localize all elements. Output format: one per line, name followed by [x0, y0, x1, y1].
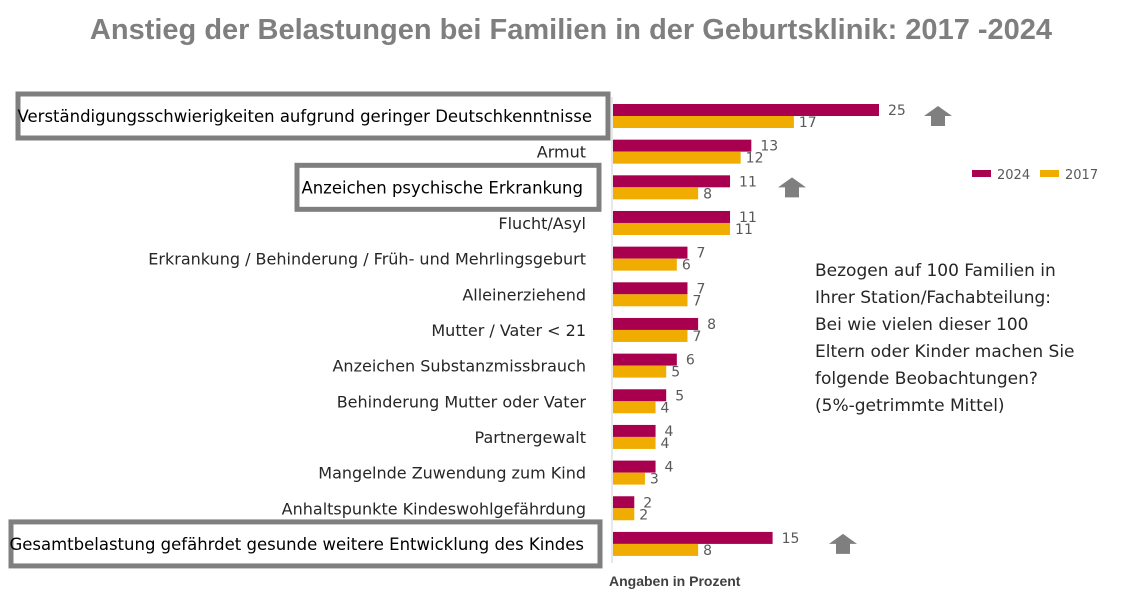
bar-2024 [613, 389, 667, 402]
data-label: 4 [661, 436, 670, 452]
data-label: 4 [665, 424, 674, 440]
bar-2017 [613, 472, 645, 485]
category-label: Mangelnde Zuwendung zum Kind [318, 464, 586, 483]
data-label: 5 [675, 388, 684, 404]
data-label: 6 [686, 353, 695, 369]
data-label: 7 [696, 281, 705, 297]
category-label: Partnergewalt [475, 428, 586, 447]
x-axis-label: Angaben in Prozent [609, 573, 741, 589]
data-label: 7 [692, 293, 701, 309]
bar-2017 [613, 187, 699, 200]
bar-2024 [613, 282, 688, 295]
category-label: Erkrankung / Behinderung / Früh- und Meh… [148, 250, 586, 269]
increase-arrow-icon [778, 177, 806, 198]
legend-swatch-2017 [1040, 170, 1059, 177]
bar-2017 [613, 508, 635, 521]
data-label: 13 [760, 139, 778, 155]
annotation-line: (5%-getrimmte Mittel) [815, 396, 1005, 416]
annotation-line: Eltern oder Kinder machen Sie [815, 342, 1075, 362]
increase-arrow-icon [829, 533, 857, 554]
chart-annotation: Bezogen auf 100 Familien in Ihrer Statio… [815, 258, 1075, 420]
category-label: Alleinerziehend [462, 285, 586, 304]
data-label: 3 [650, 472, 659, 488]
category-label: Behinderung Mutter oder Vater [337, 392, 587, 411]
data-label: 5 [671, 365, 680, 381]
highlight-box [294, 162, 602, 212]
legend-swatch-2024 [972, 170, 991, 177]
bar-2017 [613, 294, 688, 307]
bar-2024 [613, 246, 688, 259]
data-label: 2 [643, 495, 652, 511]
data-label: 8 [707, 317, 716, 333]
data-label: 4 [665, 460, 674, 476]
data-label: 4 [661, 400, 670, 416]
bar-2017 [613, 329, 688, 342]
bar-2017 [613, 151, 741, 164]
category-label: Flucht/Asyl [498, 214, 586, 233]
bar-2017 [613, 401, 656, 414]
chart-title: Anstieg der Belastungen bei Familien in … [89, 14, 1053, 46]
category-label: Armut [537, 143, 586, 162]
legend-label: 2017 [1065, 168, 1098, 183]
category-label: Anzeichen psychische Erkrankung [301, 178, 583, 197]
highlight-box [8, 519, 603, 569]
data-label: 15 [782, 531, 800, 547]
data-label: 11 [739, 210, 757, 226]
bar-2017 [613, 365, 667, 378]
annotation-line: Bezogen auf 100 Familien in [815, 261, 1056, 281]
annotation-line: Bei wie vielen dieser 100 [815, 315, 1029, 335]
bar-2017 [613, 543, 699, 556]
bar-2017 [613, 222, 731, 235]
annotation-line: Ihrer Station/Fachabteilung: [815, 288, 1052, 308]
data-label: 2 [639, 507, 648, 523]
bar-2024 [613, 531, 773, 544]
data-label: 7 [696, 246, 705, 262]
data-label: 8 [703, 186, 712, 202]
bar-2017 [613, 258, 677, 271]
bar-2017 [613, 116, 794, 128]
category-label: Mutter / Vater < 21 [431, 321, 586, 340]
data-label: 12 [746, 151, 764, 167]
increase-arrow-icon [924, 106, 952, 126]
bar-2024 [613, 175, 731, 188]
category-label: Anzeichen Substanzmissbrauch [332, 357, 586, 376]
bar-2024 [613, 317, 699, 330]
data-label: 11 [739, 174, 757, 190]
data-label: 17 [799, 115, 817, 131]
data-label: 8 [703, 543, 712, 559]
bar-2017 [613, 436, 656, 449]
data-label: 7 [692, 329, 701, 345]
annotation-line: folgende Beobachtungen? [815, 369, 1038, 389]
bar-2024 [613, 496, 635, 509]
bar-2024 [613, 424, 656, 437]
bar-2024 [613, 104, 879, 116]
category-label: Gesamtbelastung gefährdet gesunde weiter… [9, 535, 584, 554]
bar-2024 [613, 460, 656, 473]
legend-label: 2024 [997, 168, 1030, 183]
bar-2024 [613, 210, 731, 223]
data-label: 25 [888, 103, 906, 119]
bar-2024 [613, 139, 752, 152]
bar-2024 [613, 353, 677, 366]
category-label: Verständigungsschwierigkeiten aufgrund g… [18, 107, 593, 126]
highlight-box [15, 91, 611, 141]
data-label: 11 [735, 222, 753, 238]
category-label: Anhaltspunkte Kindeswohlgefährdung [282, 499, 586, 518]
data-label: 6 [682, 258, 691, 274]
